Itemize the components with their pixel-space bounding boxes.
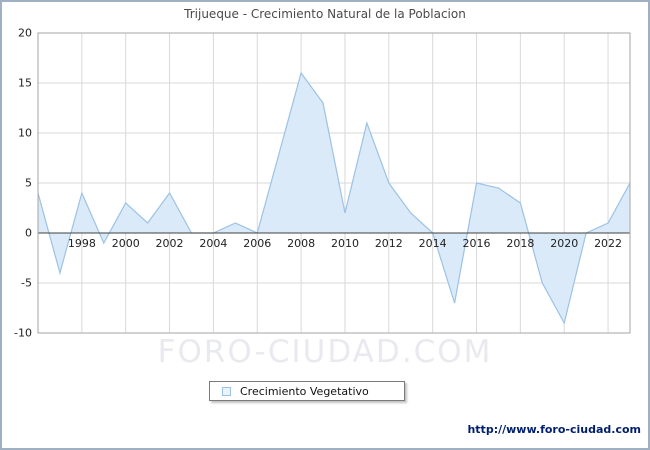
svg-text:2000: 2000: [112, 237, 140, 250]
svg-text:2020: 2020: [550, 237, 578, 250]
svg-text:2002: 2002: [156, 237, 184, 250]
svg-text:-10: -10: [14, 327, 32, 340]
chart-title: Trijueque - Crecimiento Natural de la Po…: [184, 7, 466, 21]
svg-text:15: 15: [18, 77, 32, 90]
svg-text:1998: 1998: [68, 237, 96, 250]
svg-text:2006: 2006: [243, 237, 271, 250]
svg-text:5: 5: [25, 177, 32, 190]
svg-text:-5: -5: [21, 277, 32, 290]
svg-text:2008: 2008: [287, 237, 315, 250]
svg-text:2016: 2016: [463, 237, 491, 250]
svg-text:2018: 2018: [506, 237, 534, 250]
svg-text:2022: 2022: [594, 237, 622, 250]
footer-url: http://www.foro-ciudad.com: [467, 423, 641, 436]
svg-text:2010: 2010: [331, 237, 359, 250]
legend-label: Crecimiento Vegetativo: [240, 384, 369, 398]
svg-text:20: 20: [18, 27, 32, 40]
svg-text:0: 0: [25, 227, 32, 240]
svg-text:10: 10: [18, 127, 32, 140]
legend: Crecimiento Vegetativo: [209, 381, 405, 401]
svg-text:2004: 2004: [199, 237, 227, 250]
legend-swatch-icon: [222, 386, 231, 396]
svg-text:2014: 2014: [419, 237, 447, 250]
svg-text:2012: 2012: [375, 237, 403, 250]
